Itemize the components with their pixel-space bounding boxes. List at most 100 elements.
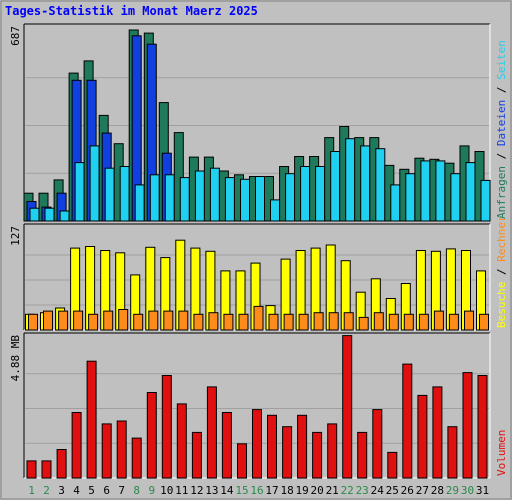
legend-separator: / (495, 262, 508, 282)
bar-visits-rechner-day-13 (208, 312, 219, 331)
bar-volume-volumen-day-20 (312, 431, 323, 479)
bar-visits-rechner-day-17 (268, 313, 279, 331)
x-tick-label-day-27: 27 (416, 484, 429, 497)
bar-volume-volumen-day-16 (252, 409, 262, 479)
bar-hits-seiten-day-6 (104, 167, 115, 222)
bar-volume-volumen-day-28 (432, 386, 443, 479)
bar-hits-seiten-day-11 (179, 177, 190, 222)
bar-volume-volumen-day-2 (41, 460, 52, 479)
legend-entry-seiten: Seiten (495, 40, 508, 80)
bar-visits-rechner-day-9 (148, 310, 159, 331)
x-tick-label-day-26: 26 (401, 484, 414, 497)
bar-visits-rechner-day-31 (479, 313, 489, 331)
bar-hits-anfragen-day-11 (173, 132, 184, 222)
panel-visits-legend: Besuche / Rechner (495, 215, 508, 328)
bar-hits-seiten-day-3 (59, 210, 70, 222)
bar-volume-volumen-day-10 (161, 375, 172, 479)
bar-volume-volumen-day-23 (357, 431, 368, 479)
panel-volume-ymax-label: 4.88 MB (9, 335, 22, 382)
bar-volume-volumen-day-5 (86, 360, 97, 479)
bar-visits-rechner-day-30 (464, 310, 474, 331)
bar-volume-volumen-day-13 (206, 386, 217, 479)
bar-visits-rechner-day-22 (343, 312, 354, 331)
bar-volume-volumen-day-9 (146, 392, 157, 479)
x-tick-label-day-16: 16 (250, 484, 263, 497)
bar-volume-volumen-day-12 (191, 431, 202, 479)
legend-entry-besuche: Besuche (495, 282, 508, 328)
bar-volume-volumen-day-8 (131, 437, 142, 479)
panel-visits-ymax-label: 127 (9, 226, 22, 246)
bar-volume-volumen-day-6 (101, 423, 112, 479)
bar-hits-seiten-day-9 (149, 174, 160, 222)
bar-visits-rechner-day-5 (88, 313, 99, 331)
x-tick-label-day-8: 8 (133, 484, 140, 497)
bar-hits-seiten-day-12 (194, 170, 205, 222)
bar-hits-seiten-day-29 (450, 173, 461, 222)
x-tick-label-day-6: 6 (103, 484, 110, 497)
legend-separator: / (495, 146, 508, 166)
x-tick-label-day-23: 23 (356, 484, 369, 497)
bar-visits-rechner-day-25 (388, 313, 399, 331)
x-tick-label-day-18: 18 (280, 484, 293, 497)
bar-visits-rechner-day-27 (418, 313, 429, 331)
bar-visits-rechner-day-4 (73, 310, 84, 331)
bar-volume-volumen-day-30 (462, 372, 473, 479)
x-tick-label-day-5: 5 (88, 484, 95, 497)
x-tick-label-day-4: 4 (73, 484, 80, 497)
bar-volume-volumen-day-18 (282, 426, 293, 479)
x-tick-label-day-21: 21 (326, 484, 339, 497)
bar-visits-rechner-day-3 (58, 310, 69, 331)
bar-visits-rechner-day-28 (433, 310, 444, 331)
bar-visits-rechner-day-16 (253, 305, 264, 331)
bar-visits-rechner-day-24 (373, 312, 384, 331)
x-tick-label-day-31: 31 (476, 484, 489, 497)
x-tick-label-day-10: 10 (160, 484, 173, 497)
legend-entry-volumen: Volumen (495, 430, 508, 476)
x-tick-label-day-25: 25 (386, 484, 399, 497)
bar-hits-seiten-day-23 (360, 145, 371, 222)
bar-hits-seiten-day-18 (285, 173, 296, 222)
bar-hits-seiten-day-4 (74, 162, 85, 222)
x-tick-label-day-24: 24 (371, 484, 385, 497)
bar-hits-seiten-day-20 (315, 166, 326, 222)
bar-hits-anfragen-day-17 (264, 176, 274, 222)
bar-hits-seiten-day-27 (420, 160, 431, 222)
legend-entry-rechner: Rechner (495, 215, 508, 262)
bar-volume-volumen-day-19 (297, 414, 308, 479)
x-tick-label-day-2: 2 (43, 484, 50, 497)
bar-visits-rechner-day-10 (163, 310, 174, 331)
x-tick-label-day-22: 22 (341, 484, 354, 497)
panel-hits-legend: Anfragen / Dateien / Seiten (495, 40, 508, 219)
bar-volume-volumen-day-11 (176, 403, 187, 479)
bar-hits-seiten-day-19 (300, 166, 311, 222)
x-tick-label-day-13: 13 (205, 484, 218, 497)
bar-hits-seiten-day-24 (375, 148, 386, 222)
bar-visits-rechner-day-29 (448, 313, 459, 331)
bar-hits-seiten-day-1 (29, 207, 40, 222)
bar-visits-rechner-day-18 (283, 313, 294, 331)
bar-volume-volumen-day-27 (417, 394, 428, 479)
bar-hits-seiten-day-21 (330, 151, 341, 222)
x-tick-label-day-3: 3 (58, 484, 65, 497)
bar-hits-seiten-day-31 (480, 179, 491, 222)
bar-visits-rechner-day-11 (178, 310, 189, 331)
bar-visits-rechner-day-20 (313, 312, 324, 331)
bar-hits-seiten-day-10 (164, 174, 175, 222)
bar-volume-volumen-day-7 (116, 420, 127, 479)
bar-hits-seiten-day-5 (89, 145, 100, 222)
x-tick-label-day-1: 1 (28, 484, 35, 497)
bar-hits-seiten-day-15 (240, 178, 250, 222)
bar-volume-volumen-day-17 (267, 414, 277, 479)
legend-separator: / (495, 80, 508, 100)
x-tick-label-day-9: 9 (148, 484, 155, 497)
bar-hits-seiten-day-17 (270, 199, 280, 222)
bar-volume-volumen-day-14 (221, 412, 232, 479)
bar-volume-volumen-day-4 (71, 412, 82, 479)
bar-hits-seiten-day-2 (44, 207, 55, 222)
bar-visits-rechner-day-8 (133, 313, 144, 331)
x-tick-label-day-14: 14 (220, 484, 234, 497)
x-tick-label-day-29: 29 (446, 484, 459, 497)
bar-visits-rechner-day-6 (103, 310, 114, 331)
x-tick-label-day-7: 7 (118, 484, 125, 497)
